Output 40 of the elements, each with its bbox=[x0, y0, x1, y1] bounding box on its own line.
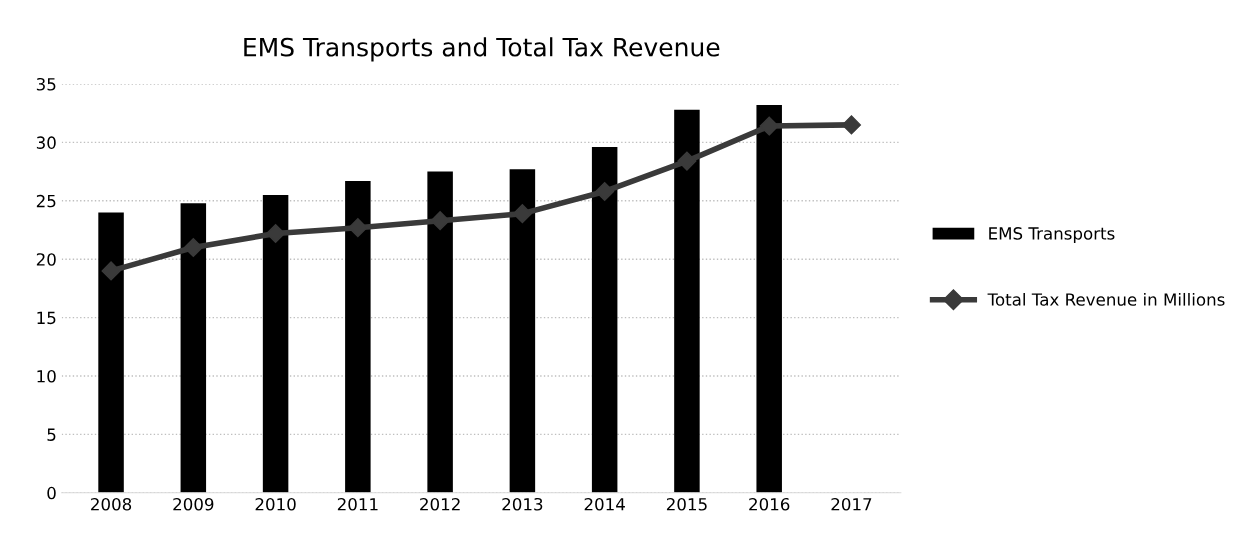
x-tick-label: 2014 bbox=[584, 497, 625, 511]
point bbox=[677, 151, 697, 171]
y-tick-label: 35 bbox=[36, 77, 56, 91]
y-tick-label: 15 bbox=[37, 311, 56, 325]
x-tick-label: 2008 bbox=[91, 497, 132, 511]
point bbox=[348, 218, 368, 238]
point bbox=[266, 223, 286, 244]
bar bbox=[427, 171, 453, 493]
bar bbox=[509, 169, 536, 493]
y-tick-label: 20 bbox=[36, 253, 56, 266]
y-tick-label: 0 bbox=[47, 486, 56, 500]
x-tick-label: 2017 bbox=[831, 497, 872, 511]
bar bbox=[262, 194, 289, 493]
legend-label: Total Tax Revenue in Millions bbox=[987, 292, 1225, 306]
bar bbox=[756, 105, 782, 493]
point bbox=[183, 237, 203, 258]
x-tick-label: 2012 bbox=[420, 497, 460, 511]
y-tick-label: 5 bbox=[47, 428, 56, 441]
bar bbox=[180, 203, 207, 493]
x-tick-label: 2009 bbox=[173, 497, 214, 511]
x-tick-label: 2011 bbox=[337, 497, 378, 511]
x-tick-label: 2015 bbox=[666, 497, 707, 511]
bar bbox=[98, 212, 124, 493]
x-tick-label: 2016 bbox=[749, 497, 790, 511]
chart-title: EMS Transports and Total Tax Revenue bbox=[244, 37, 720, 62]
point bbox=[512, 204, 532, 224]
y-tick-label: 30 bbox=[36, 136, 56, 149]
point bbox=[759, 116, 779, 136]
legend-label: EMS Transports bbox=[989, 227, 1115, 243]
y-tick-label: 10 bbox=[37, 369, 56, 383]
point bbox=[101, 261, 121, 281]
point bbox=[841, 115, 861, 135]
point bbox=[595, 181, 615, 201]
y-tick-label: 25 bbox=[36, 194, 56, 208]
bar bbox=[674, 109, 700, 493]
point bbox=[430, 211, 450, 231]
bar bbox=[591, 147, 618, 493]
x-tick-label: 2010 bbox=[255, 497, 296, 511]
x-tick-label: 2013 bbox=[502, 497, 543, 511]
bar bbox=[345, 180, 371, 493]
